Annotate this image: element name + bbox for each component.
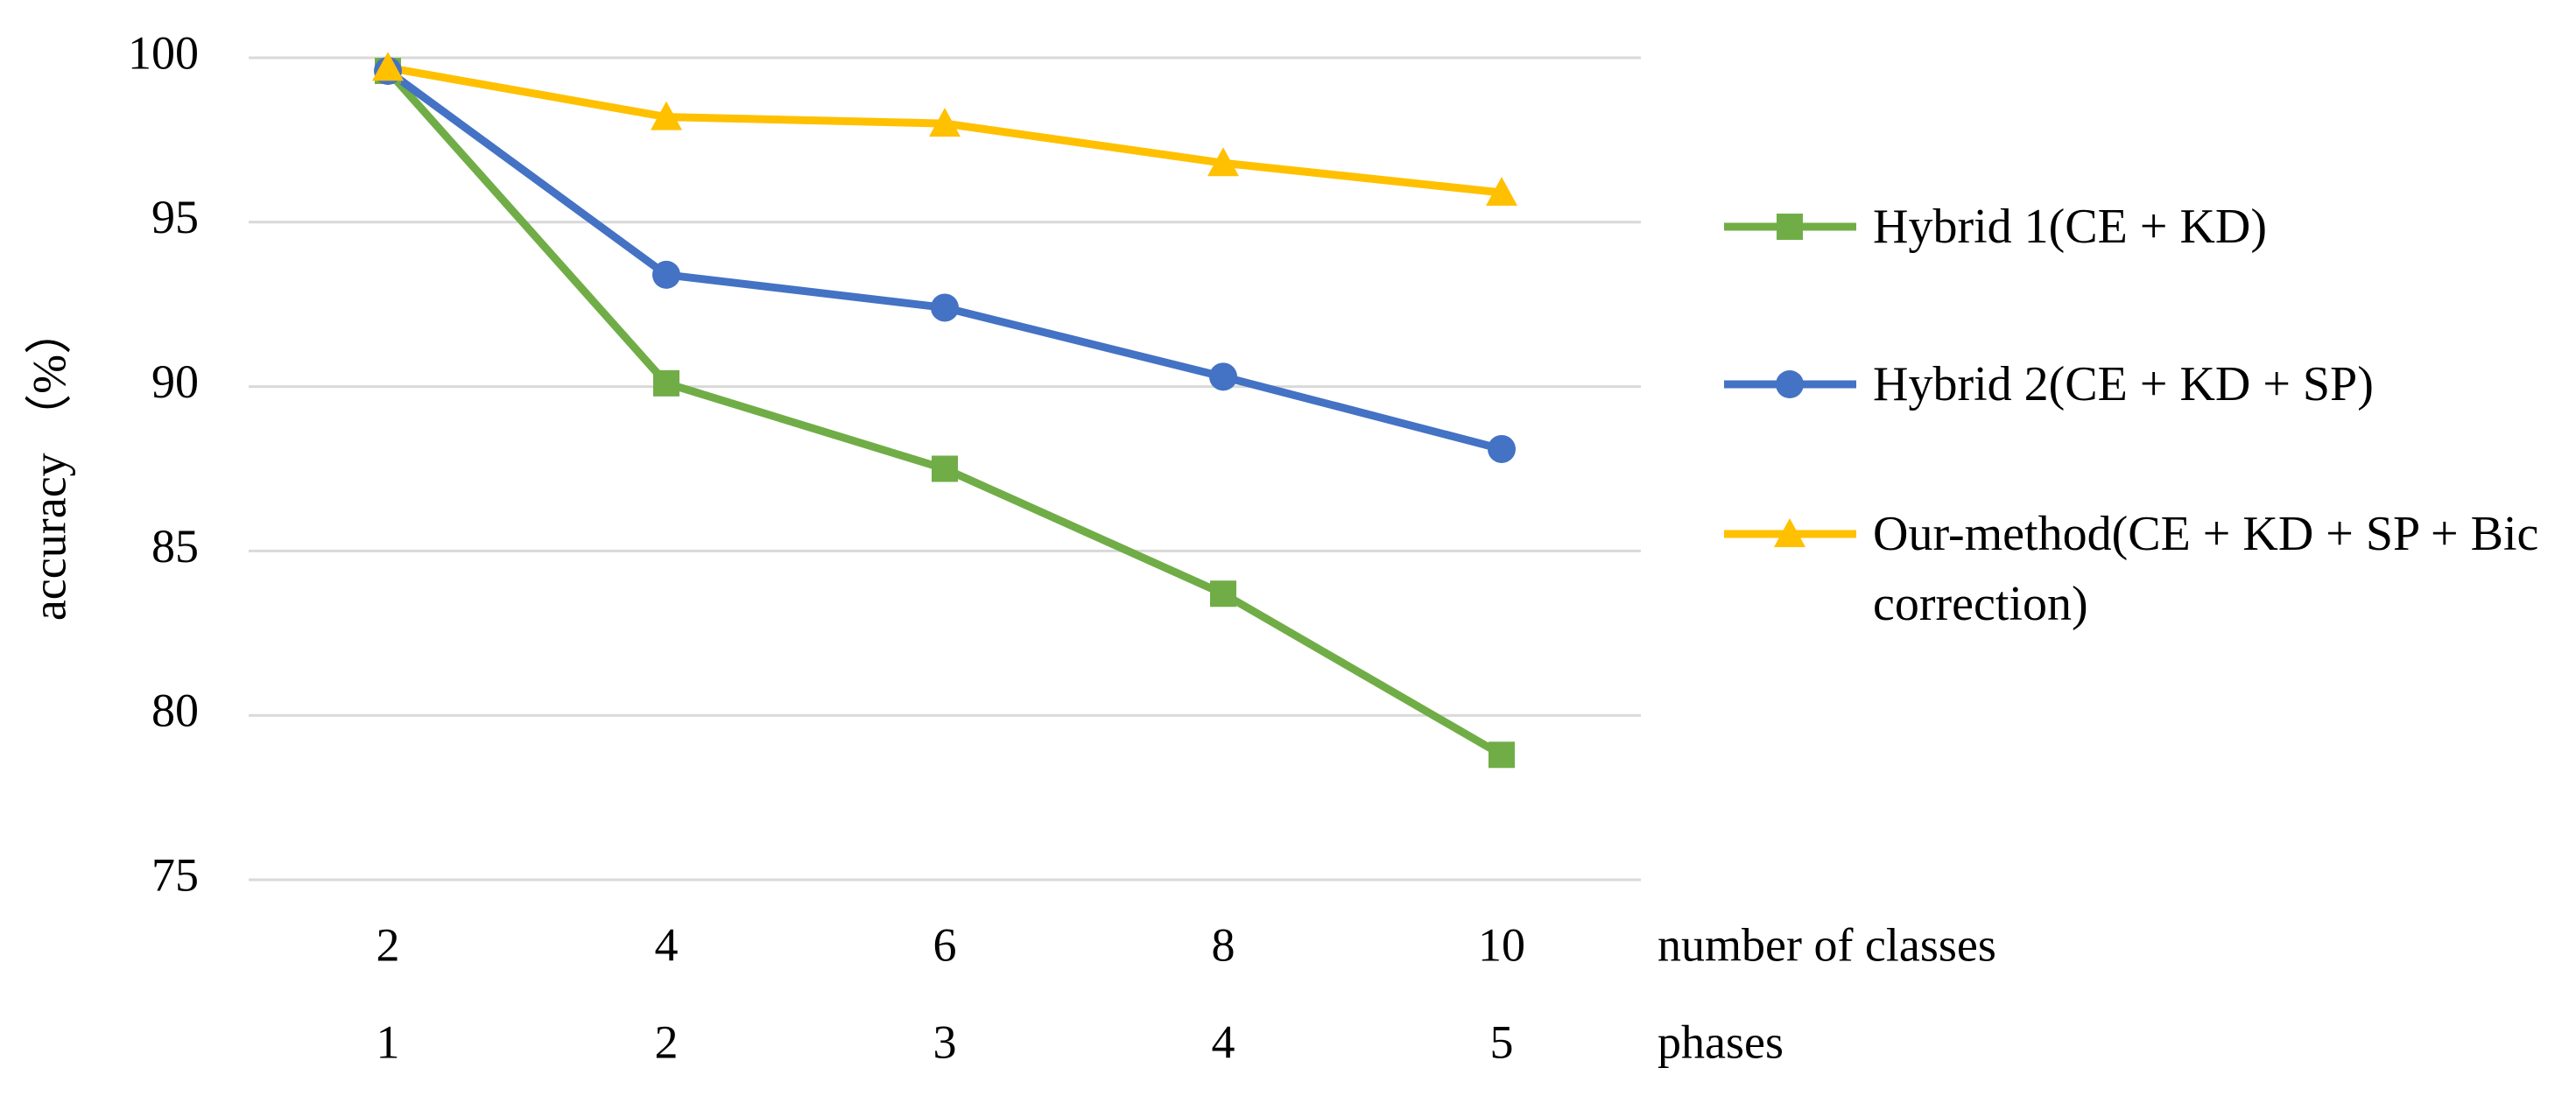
y-tick-label: 95 — [151, 191, 199, 243]
legend-label: Hybrid 2(CE + KD + SP) — [1873, 357, 2374, 411]
legend-marker — [1776, 370, 1804, 398]
y-tick-label: 80 — [151, 685, 199, 737]
data-point — [652, 260, 680, 289]
legend-marker — [1777, 214, 1803, 240]
data-point — [932, 455, 958, 482]
legend-label: Hybrid 1(CE + KD) — [1873, 200, 2267, 254]
y-tick-label: 100 — [128, 26, 199, 79]
x-tick-label: 5 — [1490, 1015, 1514, 1068]
y-tick-label: 85 — [151, 520, 199, 573]
data-point — [931, 293, 959, 322]
data-point — [1486, 176, 1517, 206]
x-tick-label: 1 — [377, 1015, 400, 1068]
x-tick-label: 6 — [933, 918, 957, 971]
legend-label: Our-method(CE + KD + SP + Bic correction… — [1873, 507, 2539, 631]
x-tick-label: 4 — [1212, 1015, 1235, 1068]
x-tick-label: 4 — [655, 918, 679, 971]
data-point — [1488, 434, 1516, 463]
x-row-label: number of classes — [1658, 918, 1996, 971]
data-point — [372, 52, 404, 81]
x-tick-label: 3 — [933, 1015, 957, 1068]
legend-marker — [1774, 518, 1805, 547]
data-point — [653, 369, 679, 397]
data-point — [1207, 147, 1239, 177]
x-tick-label: 2 — [655, 1015, 679, 1068]
data-point — [651, 101, 682, 130]
y-tick-label: 75 — [151, 848, 199, 901]
x-tick-label: 8 — [1212, 918, 1235, 971]
x-row-label: phases — [1658, 1015, 1784, 1068]
data-point — [1210, 580, 1236, 608]
x-tick-label: 10 — [1478, 918, 1525, 971]
data-point — [1489, 741, 1515, 769]
y-tick-label: 90 — [151, 355, 199, 408]
y-axis-label: accuracy （%） — [23, 307, 75, 621]
data-point — [1209, 362, 1237, 391]
x-tick-label: 2 — [377, 918, 400, 971]
data-point — [929, 108, 961, 137]
